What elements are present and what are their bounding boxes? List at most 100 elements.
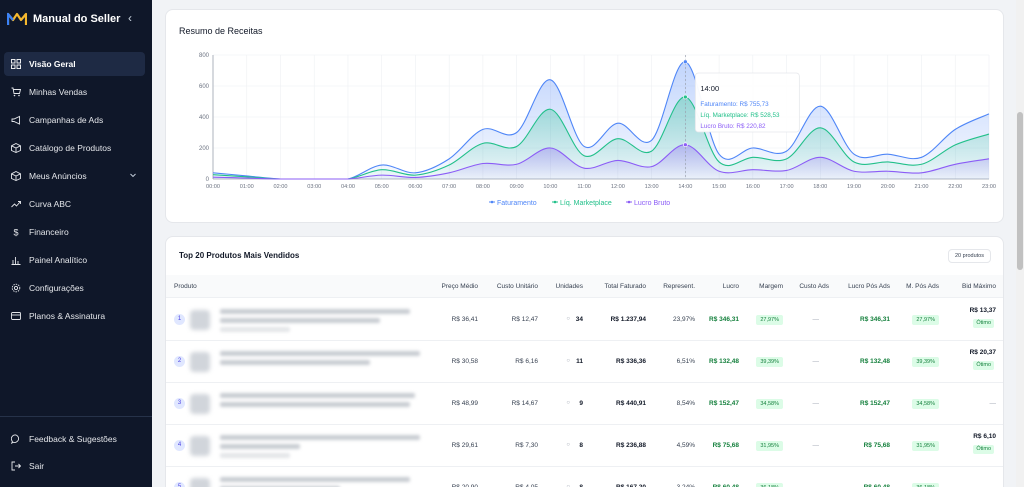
feedback-label: Feedback & Sugestões	[29, 434, 117, 444]
hover-point	[682, 142, 688, 148]
lucro-pos-ads: R$ 60,48	[864, 484, 890, 487]
product-thumbnail[interactable]	[190, 478, 210, 487]
product-thumbnail[interactable]	[190, 310, 210, 330]
message-icon	[11, 434, 20, 444]
legend-item[interactable]: Lucro Bruto	[634, 200, 670, 207]
page-scrollbar-thumb[interactable]	[1017, 112, 1023, 270]
x-tick-label: 04:00	[341, 184, 355, 190]
table-row[interactable]: 4 R$ 29,61 R$ 7,30 8 ○ R$ 236,88 4,59% R$ 75,68…	[166, 425, 1003, 467]
product-name-redacted	[220, 435, 420, 440]
bid-maximo: R$ 13,37	[969, 307, 996, 314]
sidebar-item-curva-abc[interactable]: Curva ABC	[4, 192, 145, 216]
sidebar-item-planos[interactable]: Planos & Assinatura	[4, 304, 145, 328]
col-m-pos-ads[interactable]: M. Pós Ads	[906, 283, 939, 290]
x-tick-label: 05:00	[375, 184, 389, 190]
representatividade: 4,59%	[676, 442, 695, 449]
col-preco-medio[interactable]: Preço Médio	[441, 283, 479, 290]
product-thumbnail[interactable]	[190, 436, 210, 456]
total-faturado: R$ 1.237,94	[610, 316, 646, 323]
legend-item[interactable]: Líq. Marketplace	[560, 200, 612, 207]
col-custo-unitario[interactable]: Custo Unitário	[496, 283, 538, 290]
sidebar-item-minhas-vendas[interactable]: Minhas Vendas	[4, 80, 145, 104]
y-tick-label: 0	[206, 177, 210, 183]
y-tick-label: 400	[199, 115, 210, 121]
col-produto[interactable]: Produto	[174, 283, 197, 290]
collapse-sidebar-icon[interactable]: ‹	[128, 11, 132, 25]
tooltip-line: Faturamento: R$ 755,73	[700, 101, 769, 108]
product-thumbnail[interactable]	[190, 352, 210, 372]
col-lucro-pos-ads[interactable]: Lucro Pós Ads	[848, 283, 890, 290]
main-content: Resumo de Receitas 0 200 400 600 800 00:00 01:…	[152, 0, 1016, 487]
product-name-redacted	[220, 318, 380, 323]
products-count-badge: 20 produtos	[947, 249, 991, 263]
col-lucro[interactable]: Lucro	[722, 283, 739, 290]
col-bid-maximo[interactable]: Bid Máximo	[962, 283, 996, 290]
m-pos-ads-badge: 36,18%	[912, 483, 939, 487]
margem-badge: 31,95%	[756, 441, 783, 451]
logout-button[interactable]: Sair	[4, 454, 145, 478]
units-circle-icon: ○	[566, 358, 570, 364]
bid-status-badge: Ótimo	[973, 445, 994, 454]
lucro: R$ 60,48	[713, 484, 739, 487]
sidebar-item-label: Planos & Assinatura	[29, 311, 106, 321]
revenue-chart[interactable]: 0 200 400 600 800 00:00 01:00 02:00 03:00 04:00 05…	[166, 10, 1005, 224]
sidebar-item-campanhas-ads[interactable]: Campanhas de Ads	[4, 108, 145, 132]
sidebar: Manual do Seller ‹ Visão Geral Minhas Ve…	[0, 0, 152, 487]
x-tick-label: 11:00	[577, 184, 591, 190]
legend-item[interactable]: Faturamento	[497, 200, 537, 207]
x-tick-label: 03:00	[307, 184, 321, 190]
col-margem[interactable]: Margem	[759, 283, 783, 290]
table-row[interactable]: 2 R$ 30,58 R$ 6,16 11 ○ R$ 336,36 6,51% R$ 132,…	[166, 341, 1003, 383]
product-thumbnail[interactable]	[190, 394, 210, 414]
table-row[interactable]: 1 R$ 36,41 R$ 12,47 34 ○ R$ 1.237,94 23,97% R$ …	[166, 299, 1003, 341]
product-name-redacted	[220, 327, 290, 332]
sidebar-item-catalogo[interactable]: Catálogo de Produtos	[4, 136, 145, 160]
total-faturado: R$ 167,20	[616, 484, 646, 487]
y-tick-label: 200	[199, 146, 210, 152]
rank-badge: 2	[174, 356, 185, 367]
sidebar-item-visao-geral[interactable]: Visão Geral	[4, 52, 145, 76]
sidebar-item-label: Visão Geral	[29, 59, 76, 69]
sidebar-item-configuracoes[interactable]: Configurações	[4, 276, 145, 300]
logout-label: Sair	[29, 461, 45, 471]
revenue-title: Resumo de Receitas	[179, 26, 263, 36]
svg-text:$: $	[14, 228, 19, 238]
sidebar-item-financeiro[interactable]: $ Financeiro	[4, 220, 145, 244]
col-unidades[interactable]: Unidades	[555, 283, 583, 290]
cart-icon	[11, 87, 21, 97]
product-name-redacted	[220, 393, 415, 398]
sidebar-item-painel-analitico[interactable]: Painel Analítico	[4, 248, 145, 272]
revenue-card: Resumo de Receitas 0 200 400 600 800 00:00 01:…	[165, 9, 1004, 223]
bid-maximo: R$ 20,37	[969, 349, 996, 356]
table-row[interactable]: 5 R$ 20,90 R$ 4,05 8 ○ R$ 167,20 3,24% R$ 60,48…	[166, 467, 1003, 487]
units-circle-icon: ○	[566, 442, 570, 448]
legend-marker	[627, 200, 631, 204]
dollar-icon: $	[14, 228, 19, 238]
sidebar-item-label: Meus Anúncios	[29, 171, 87, 181]
product-name-redacted	[220, 351, 420, 356]
custo-ads: —	[812, 358, 820, 365]
preco-medio: R$ 30,58	[451, 358, 478, 365]
custo-ads: —	[812, 316, 820, 323]
table-row[interactable]: 3 R$ 48,99 R$ 14,67 9 ○ R$ 440,91 8,54% R$ 152,…	[166, 383, 1003, 425]
x-tick-label: 00:00	[206, 184, 220, 190]
units-circle-icon: ○	[566, 400, 570, 406]
sidebar-item-label: Minhas Vendas	[29, 87, 88, 97]
lucro: R$ 132,48	[709, 358, 739, 365]
col-custo-ads[interactable]: Custo Ads	[799, 283, 829, 290]
chevron-down-icon	[130, 173, 136, 178]
col-total-faturado[interactable]: Total Faturado	[604, 283, 646, 290]
custo-unitario: R$ 4,05	[515, 484, 538, 487]
brand[interactable]: Manual do Seller	[7, 10, 120, 28]
rank-badge: 1	[174, 314, 185, 325]
total-faturado: R$ 336,36	[616, 358, 646, 365]
sidebar-item-meus-anuncios[interactable]: Meus Anúncios	[4, 164, 145, 188]
x-tick-label: 20:00	[881, 184, 895, 190]
representatividade: 3,24%	[677, 484, 695, 487]
margem-badge: 36,18%	[756, 483, 783, 487]
series-line[interactable]	[212, 144, 990, 180]
x-tick-label: 08:00	[476, 184, 490, 190]
x-tick-label: 18:00	[813, 184, 827, 190]
feedback-link[interactable]: Feedback & Sugestões	[4, 427, 145, 451]
col-represent[interactable]: Represent.	[663, 283, 695, 290]
